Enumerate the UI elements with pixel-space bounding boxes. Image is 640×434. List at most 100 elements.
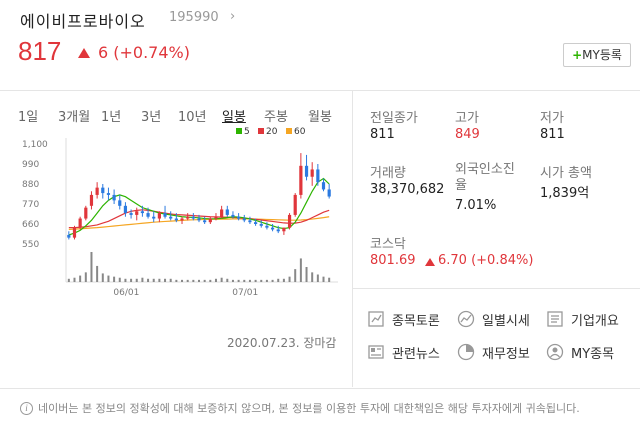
volume-bar [214,278,217,282]
volume-bar [311,272,314,282]
volume-bar [90,252,93,282]
candle-body [293,194,297,215]
tab-1[interactable]: 3개월 [58,110,91,125]
candle-body [95,187,99,195]
volume-bar [231,279,234,282]
link-5[interactable]: MY종목 [545,342,614,362]
candle-body [174,218,178,221]
link-0[interactable]: 종목토론 [366,309,440,329]
list-icon [545,309,565,329]
candle-body [84,207,88,219]
candle-body [118,200,122,206]
volume-bar [209,279,212,282]
volume-bar [124,278,127,282]
volume-bar [237,279,240,282]
my-register-button[interactable]: +MY등록 [563,43,631,67]
stock-code[interactable]: 195990 [169,10,219,25]
panel-divider [352,91,353,387]
user-icon [545,342,565,362]
candle-body [242,218,246,221]
volume-bar [322,276,325,282]
volume-bar [113,276,116,282]
stock-header: 에이비프로바이오 195990 › 817 6 (+0.74%) +MY등록 [0,0,640,92]
link-label: 기업개요 [571,313,619,329]
candle-body [299,165,303,195]
candle-body [316,169,320,183]
volume-bar [141,277,144,282]
volume-bar [192,279,195,282]
stat-label: 거래량 [370,166,406,181]
volume-bar [254,279,257,282]
candle-body [140,211,145,214]
volume-bar [260,279,263,282]
volume-bar [271,279,274,282]
y-tick-label: 660 [22,220,39,230]
candle-body [146,213,150,217]
candle-body [101,187,105,194]
candle-body [203,220,207,223]
candle-body [129,213,133,215]
volume-bar [118,277,121,282]
link-3[interactable]: 관련뉴스 [366,342,440,362]
volume-bar [186,279,189,282]
candle-body [220,209,224,217]
volume-bar [169,278,172,282]
candle-body [163,213,167,217]
stat-label: 전일종가 [370,111,418,126]
price-chart[interactable]: 5 20 60 1,100 990 880 770 660 550 06/01 07/01 [22,122,342,310]
candle-body [197,218,201,221]
disclaimer-text: 네이버는 본 정보의 정확성에 대해 보증하지 않으며, 본 정보를 이용한 투… [38,402,580,415]
legend-swatch [236,128,242,134]
stat-label: 시가 총액 [540,166,592,181]
volume-bar [79,275,82,282]
link-2[interactable]: 기업개요 [545,309,619,329]
stat-value: 811 [540,127,565,142]
y-tick-label: 770 [22,200,39,210]
chevron-right-icon[interactable]: › [230,9,236,24]
candle-body [123,205,128,214]
candle-body [248,220,252,223]
volume-bar [328,277,331,282]
disclaimer: i 네이버는 본 정보의 정확성에 대해 보증하지 않으며, 본 정보를 이용한… [20,400,580,416]
volume-bar [67,278,70,282]
y-tick-label: 550 [22,240,39,250]
candle-body [169,216,173,219]
stat-label: 저가 [540,111,564,126]
news-icon [366,342,386,362]
volume-bar [181,279,184,282]
trend-icon [456,309,476,329]
tab-0[interactable]: 1일 [18,110,39,125]
candle-body [253,222,258,224]
volume-bar [73,277,76,282]
tab-4[interactable]: 10년 [178,110,207,125]
candle-body [265,225,269,228]
candle-body [304,165,309,177]
tab-2[interactable]: 1년 [101,110,122,125]
volume-bar [265,279,268,282]
volume-bar [282,278,285,282]
candle-body [327,189,331,197]
kosdaq-change: 6.70 (+0.84%) [438,253,534,268]
tab-7[interactable]: 월봉 [308,110,332,125]
candle-body [287,214,292,228]
tab-5[interactable]: 일봉 [222,110,246,125]
candle-body [237,216,241,219]
link-1[interactable]: 일별시세 [456,309,530,329]
candle-body [67,234,71,238]
volume-bar [158,278,161,282]
volume-bar [226,278,229,282]
up-triangle-icon [425,258,435,266]
stock-name[interactable]: 에이비프로바이오 [20,12,146,31]
stat-value: 1,839억 [540,186,590,201]
candle-body [225,209,229,215]
link-label: 일별시세 [482,313,530,329]
legend-label: 60 [294,127,306,137]
tab-6[interactable]: 주봉 [264,110,288,125]
up-triangle-icon [78,48,90,58]
price-change: 6 (+0.74%) [98,43,190,62]
link-4[interactable]: 재무정보 [456,342,530,362]
stat-label: 고가 [455,111,479,126]
tab-3[interactable]: 3년 [141,110,162,125]
candle-body [208,218,212,223]
stat-label: 외국인소진율 [455,162,515,193]
